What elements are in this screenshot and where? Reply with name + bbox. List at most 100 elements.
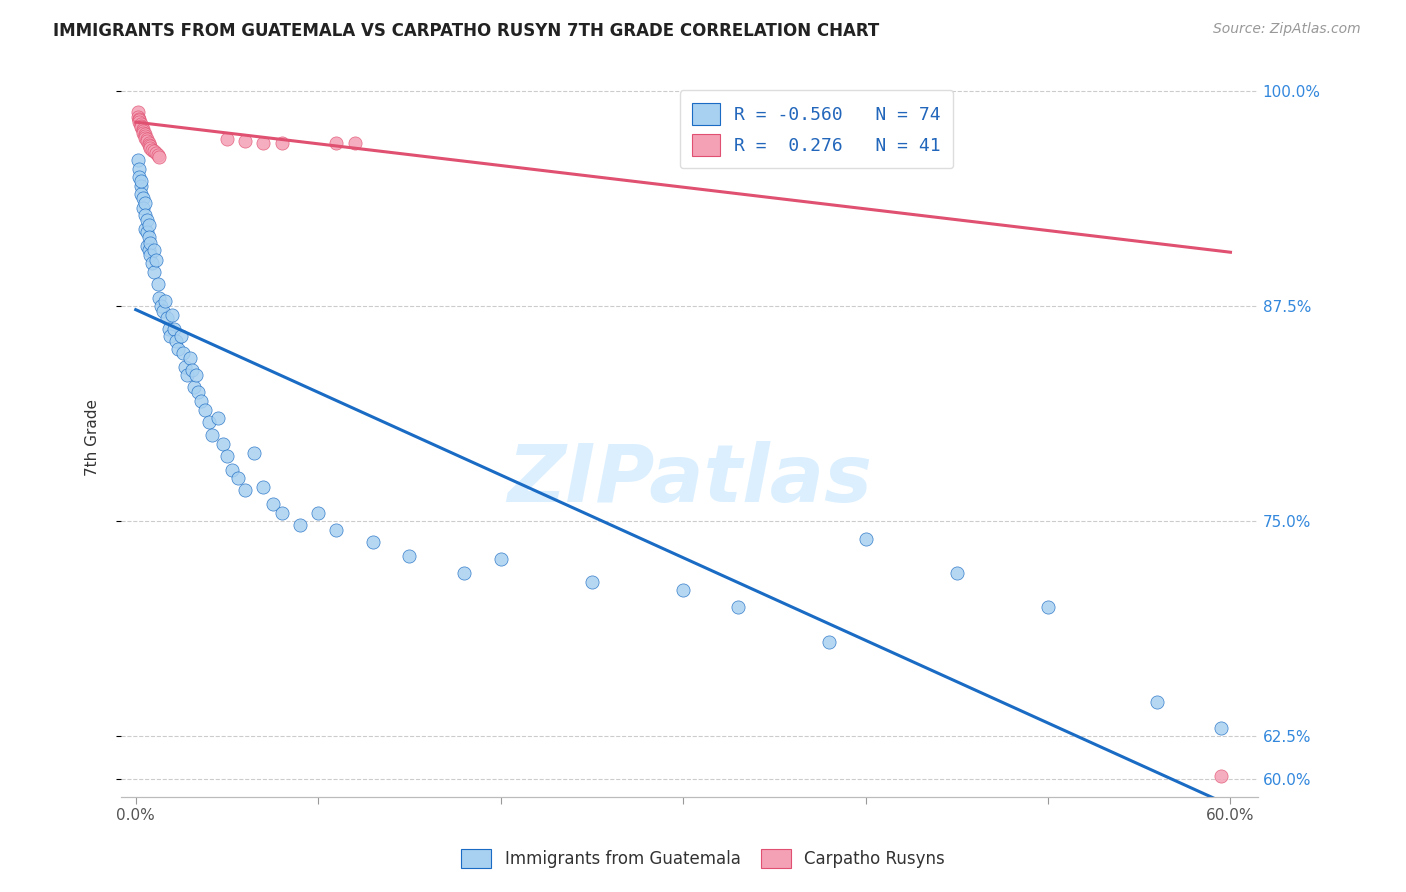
Point: [134, 127, 156, 141]
Point: [132, 126, 155, 140]
Y-axis label: 7th Grade: 7th Grade: [86, 399, 100, 475]
Point: [262, 497, 284, 511]
Point: [215, 132, 238, 146]
Point: [361, 535, 384, 549]
Point: [288, 517, 311, 532]
Point: [873, 102, 896, 116]
Point: [745, 100, 768, 114]
Point: [132, 201, 155, 215]
Point: [343, 136, 366, 150]
Point: [148, 291, 170, 305]
Point: [166, 343, 188, 357]
Point: [134, 222, 156, 236]
Point: [150, 299, 173, 313]
Point: [252, 480, 274, 494]
Point: [179, 351, 201, 365]
Point: [226, 471, 249, 485]
Point: [727, 102, 749, 116]
Point: [135, 239, 157, 253]
Point: [837, 102, 859, 116]
Point: [170, 328, 193, 343]
Point: [129, 120, 152, 135]
Point: [194, 402, 217, 417]
Point: [143, 145, 166, 159]
Point: [129, 119, 152, 133]
Point: [129, 178, 152, 193]
Point: [145, 252, 167, 267]
Point: [1036, 600, 1059, 615]
Point: [174, 359, 197, 374]
Point: [135, 134, 157, 148]
Point: [197, 415, 219, 429]
Point: [134, 196, 156, 211]
Point: [135, 225, 157, 239]
Point: [138, 219, 160, 233]
Point: [221, 463, 243, 477]
Point: [1146, 695, 1168, 709]
Point: [127, 110, 149, 124]
Point: [183, 380, 205, 394]
Point: [800, 100, 823, 114]
Point: [325, 523, 347, 537]
Point: [129, 187, 152, 202]
Point: [134, 130, 156, 145]
Point: [139, 139, 162, 153]
Point: [146, 277, 169, 291]
Point: [138, 243, 160, 257]
Point: [157, 321, 180, 335]
Point: [135, 213, 157, 227]
Point: [146, 148, 169, 162]
Point: [190, 393, 212, 408]
Point: [148, 150, 170, 164]
Point: [581, 574, 603, 589]
Point: [159, 328, 181, 343]
Point: [129, 174, 152, 188]
Point: [143, 265, 166, 279]
Point: [233, 134, 256, 148]
Point: [233, 483, 256, 498]
Point: [201, 428, 224, 442]
Point: [128, 115, 150, 129]
Point: [139, 248, 162, 262]
Point: [172, 345, 194, 359]
Point: [128, 113, 150, 128]
Point: [138, 137, 160, 152]
Point: [128, 170, 150, 185]
Point: [398, 549, 420, 563]
Legend: R = -0.560   N = 74, R =  0.276   N = 41: R = -0.560 N = 74, R = 0.276 N = 41: [681, 90, 953, 169]
Text: ZIPatlas: ZIPatlas: [508, 442, 872, 519]
Point: [139, 235, 162, 250]
Point: [855, 102, 877, 116]
Point: [270, 136, 292, 150]
Point: [129, 117, 152, 131]
Point: [128, 161, 150, 176]
Point: [132, 191, 155, 205]
Point: [252, 136, 274, 150]
Point: [165, 334, 187, 348]
Point: [270, 506, 292, 520]
Text: Source: ZipAtlas.com: Source: ZipAtlas.com: [1213, 22, 1361, 37]
Point: [134, 128, 156, 143]
Text: IMMIGRANTS FROM GUATEMALA VS CARPATHO RUSYN 7TH GRADE CORRELATION CHART: IMMIGRANTS FROM GUATEMALA VS CARPATHO RU…: [53, 22, 880, 40]
Point: [763, 102, 786, 116]
Point: [727, 600, 749, 615]
Point: [145, 146, 167, 161]
Point: [163, 321, 186, 335]
Point: [141, 256, 163, 270]
Point: [453, 566, 475, 580]
Point: [127, 153, 149, 167]
Point: [181, 363, 204, 377]
Point: [215, 449, 238, 463]
Point: [672, 583, 695, 598]
Point: [134, 208, 156, 222]
Point: [152, 304, 174, 318]
Point: [782, 102, 804, 116]
Point: [153, 294, 176, 309]
Point: [818, 102, 841, 116]
Point: [946, 566, 969, 580]
Point: [212, 437, 235, 451]
Point: [138, 230, 160, 244]
Point: [139, 141, 162, 155]
Point: [138, 136, 160, 150]
Point: [818, 635, 841, 649]
